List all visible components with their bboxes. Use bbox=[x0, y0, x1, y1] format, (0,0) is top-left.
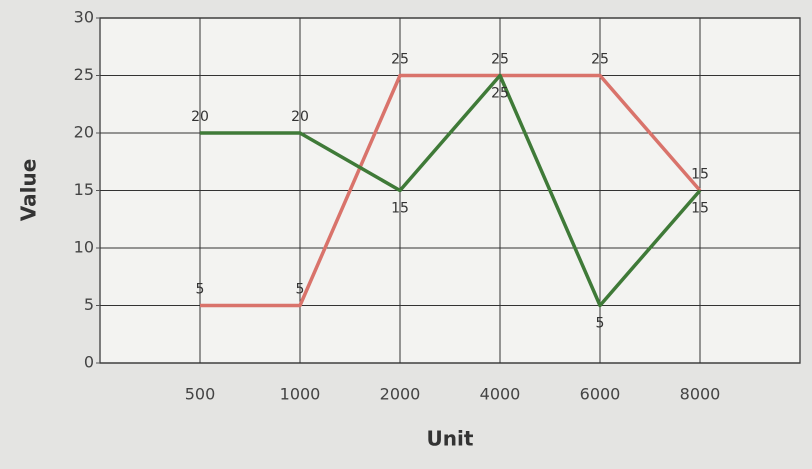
data-label: 25 bbox=[491, 86, 509, 102]
y-tick-label: 30 bbox=[74, 8, 94, 27]
data-label: 20 bbox=[191, 109, 209, 125]
data-label: 5 bbox=[196, 282, 205, 298]
data-label: 5 bbox=[296, 282, 305, 298]
y-axis-title: Value bbox=[17, 159, 41, 222]
x-tick-label: 2000 bbox=[380, 385, 421, 404]
data-label: 5 bbox=[596, 316, 605, 332]
x-axis-title: Unit bbox=[427, 427, 474, 451]
y-tick-label: 20 bbox=[74, 123, 94, 142]
x-tick-label: 4000 bbox=[480, 385, 521, 404]
y-tick-label: 25 bbox=[74, 65, 94, 84]
data-label: 25 bbox=[591, 52, 609, 68]
x-tick-label: 8000 bbox=[680, 385, 721, 404]
x-tick-label: 1000 bbox=[280, 385, 321, 404]
data-label: 20 bbox=[291, 109, 309, 125]
data-label: 25 bbox=[491, 52, 509, 68]
data-label: 15 bbox=[691, 167, 709, 183]
y-tick-label: 15 bbox=[74, 180, 94, 199]
data-label: 25 bbox=[391, 52, 409, 68]
y-tick-label: 5 bbox=[84, 295, 94, 314]
y-tick-label: 0 bbox=[84, 353, 94, 372]
x-tick-label: 6000 bbox=[580, 385, 621, 404]
data-label: 15 bbox=[391, 201, 409, 217]
y-tick-label: 10 bbox=[74, 238, 94, 257]
x-tick-label: 500 bbox=[185, 385, 216, 404]
series-line bbox=[200, 73, 702, 308]
data-label: 15 bbox=[691, 201, 709, 217]
series-line bbox=[200, 73, 702, 308]
